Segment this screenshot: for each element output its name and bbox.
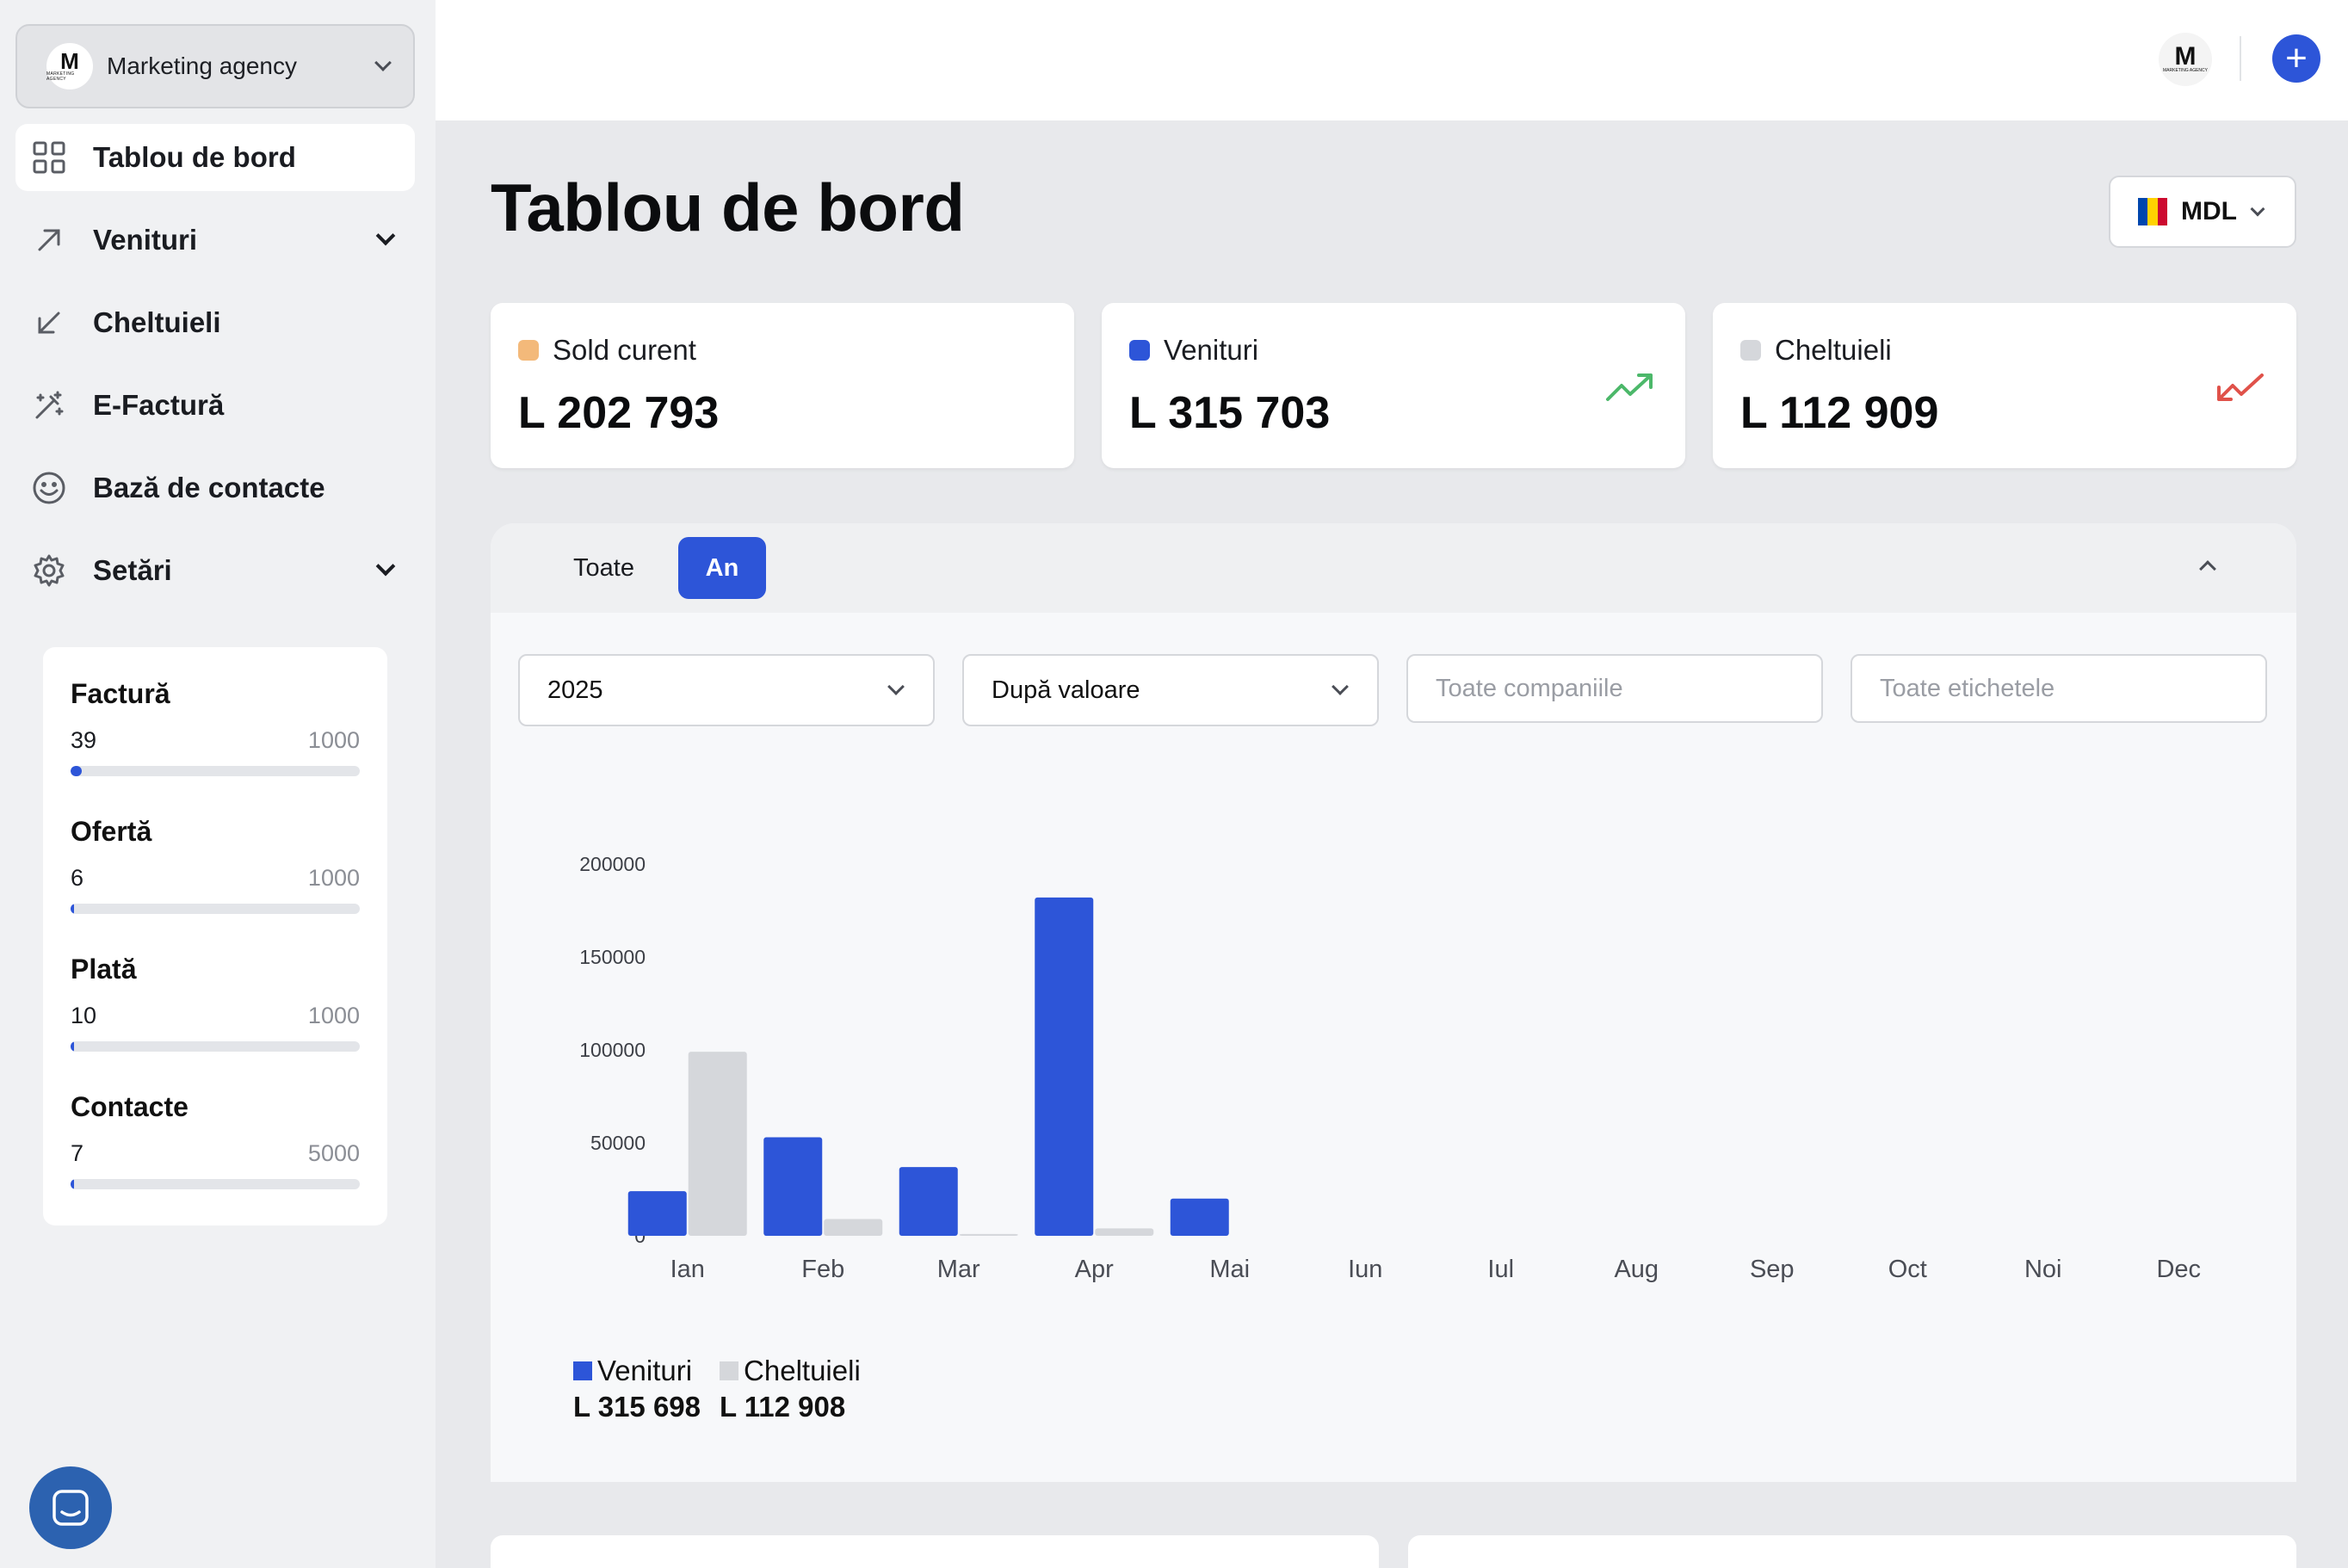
chart-panel-header: Toate An xyxy=(491,523,2296,613)
x-tick-label: Mar xyxy=(937,1256,980,1283)
x-tick-label: Sep xyxy=(1750,1256,1795,1283)
x-tick-label: Oct xyxy=(1888,1256,1927,1283)
chart-panel: Toate An 2025 După valoare 0500001000001… xyxy=(491,523,2296,1482)
organization-name: Marketing agency xyxy=(107,52,298,79)
legend-dot xyxy=(1740,340,1761,361)
bar-venituri-mar[interactable] xyxy=(899,1167,958,1236)
arrow-down-left-icon xyxy=(31,305,67,341)
page-title: Tablou de bord xyxy=(491,170,965,245)
limit-progress-bar xyxy=(71,1041,360,1052)
chevron-down-icon xyxy=(375,556,396,577)
bar-venituri-ian[interactable] xyxy=(627,1191,687,1236)
add-button[interactable]: + xyxy=(2272,34,2320,83)
legend-swatch xyxy=(573,1361,592,1380)
x-tick-label: Feb xyxy=(801,1256,844,1283)
sidebar: M MARKETING AGENCY Marketing agency Tabl… xyxy=(0,0,436,1568)
bar-venituri-feb[interactable] xyxy=(763,1137,823,1236)
chevron-down-icon xyxy=(374,54,392,71)
limit-progress-bar xyxy=(71,1179,360,1189)
organization-switcher[interactable]: M MARKETING AGENCY Marketing agency xyxy=(15,24,415,108)
chat-support-button[interactable] xyxy=(29,1466,112,1549)
chat-icon xyxy=(53,1490,89,1526)
bar-cheltuieli-ian[interactable] xyxy=(688,1052,747,1236)
bar-chart: 050000100000150000200000IanFebMarAprMaiI… xyxy=(579,853,2201,1283)
limit-progress-bar xyxy=(71,904,360,914)
divider xyxy=(2240,36,2241,81)
limit-invoice: Factură 39 1000 xyxy=(71,678,360,776)
stat-card-expenses: Cheltuieli L 112 909 xyxy=(1713,303,2296,468)
legend-dot xyxy=(518,340,539,361)
bar-cheltuieli-mar[interactable] xyxy=(959,1233,1018,1236)
trend-up-icon xyxy=(1606,373,1653,401)
user-avatar[interactable]: M MARKETING AGENCY xyxy=(2159,33,2212,86)
limit-progress-bar xyxy=(71,766,360,776)
sidebar-item-dashboard[interactable]: Tablou de bord xyxy=(15,124,415,191)
y-tick-label: 50000 xyxy=(590,1132,646,1154)
smile-icon xyxy=(31,470,67,506)
limit-contacts: Contacte 7 5000 xyxy=(71,1091,360,1189)
legend-swatch xyxy=(720,1361,739,1380)
stat-card-balance: Sold curent L 202 793 xyxy=(491,303,1074,468)
bar-cheltuieli-feb[interactable] xyxy=(824,1219,883,1236)
tab-all[interactable]: Toate xyxy=(573,554,634,582)
y-tick-label: 100000 xyxy=(579,1039,646,1061)
gear-icon xyxy=(31,553,67,589)
y-tick-label: 150000 xyxy=(579,946,646,968)
magic-wand-icon xyxy=(31,387,67,423)
moldova-flag-icon xyxy=(2138,198,2167,225)
x-tick-label: Dec xyxy=(2156,1256,2201,1283)
legend-dot xyxy=(1129,340,1150,361)
plus-icon: + xyxy=(2285,37,2308,79)
legend-item-income: Venituri L 315 698 xyxy=(573,1355,701,1423)
bottom-card-left xyxy=(491,1535,1379,1568)
currency-selector[interactable]: MDL xyxy=(2109,176,2296,248)
x-tick-label: Iun xyxy=(1348,1256,1382,1283)
legend-item-expenses: Cheltuieli L 112 908 xyxy=(720,1355,861,1423)
chevron-down-icon xyxy=(375,225,396,246)
year-select[interactable]: 2025 xyxy=(518,654,935,726)
organization-logo: M MARKETING AGENCY xyxy=(46,43,93,90)
tags-input[interactable] xyxy=(1880,674,2234,703)
tags-filter[interactable] xyxy=(1851,654,2267,723)
chart-legend: Venituri L 315 698 Cheltuieli L 112 908 xyxy=(573,1355,880,1423)
x-tick-label: Aug xyxy=(1614,1256,1659,1283)
x-tick-label: Ian xyxy=(670,1256,705,1283)
bar-cheltuieli-apr[interactable] xyxy=(1095,1228,1154,1236)
bar-venituri-mai[interactable] xyxy=(1170,1198,1229,1236)
companies-filter[interactable] xyxy=(1406,654,1823,723)
limit-offer: Ofertă 6 1000 xyxy=(71,816,360,914)
y-tick-label: 200000 xyxy=(579,853,646,875)
arrow-up-right-icon xyxy=(31,222,67,258)
top-bar xyxy=(436,0,2348,120)
x-tick-label: Mai xyxy=(1209,1256,1250,1283)
usage-limits-card: Factură 39 1000 Ofertă 6 1000 Plată 10 1000… xyxy=(43,647,387,1225)
x-tick-label: Apr xyxy=(1075,1256,1114,1283)
companies-input[interactable] xyxy=(1436,674,1790,703)
trend-down-icon xyxy=(2217,373,2264,401)
bottom-card-right xyxy=(1408,1535,2296,1568)
chevron-down-icon xyxy=(2250,201,2265,217)
sort-select[interactable]: După valoare xyxy=(962,654,1379,726)
sidebar-item-venituri[interactable]: Venituri xyxy=(15,207,415,274)
sidebar-item-contacts[interactable]: Bază de contacte xyxy=(15,454,415,522)
grid-icon xyxy=(31,139,67,176)
x-tick-label: Noi xyxy=(2024,1256,2062,1283)
sidebar-item-cheltuieli[interactable]: Cheltuieli xyxy=(15,289,415,356)
tab-year[interactable]: An xyxy=(678,537,766,599)
x-tick-label: Iul xyxy=(1487,1256,1514,1283)
sidebar-item-settings[interactable]: Setări xyxy=(15,537,415,604)
stat-card-income: Venituri L 315 703 xyxy=(1102,303,1685,468)
sidebar-item-e-factura[interactable]: E-Factură xyxy=(15,372,415,439)
limit-payment: Plată 10 1000 xyxy=(71,954,360,1052)
bar-venituri-apr[interactable] xyxy=(1035,897,1094,1236)
